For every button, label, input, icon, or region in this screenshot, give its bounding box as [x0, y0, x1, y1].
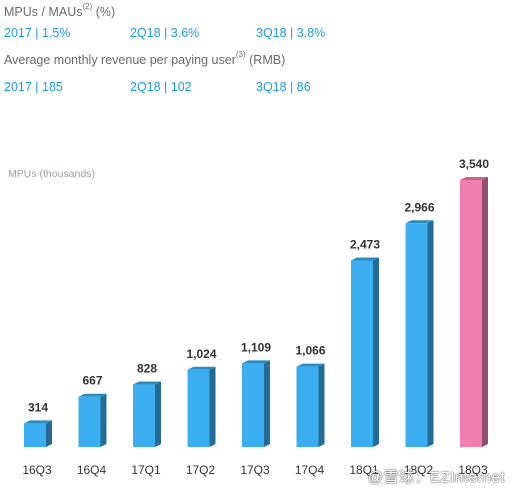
- metric2-footnote: (3): [235, 50, 246, 59]
- bar-17q1: [133, 384, 155, 447]
- metric1-unit: (%): [95, 5, 116, 19]
- data-label-18q3: 3,540: [459, 157, 489, 171]
- bar-top-16q3: [24, 420, 52, 424]
- x-tick-18q3: 18Q3: [458, 463, 488, 477]
- metric1-label: MPUs / MAUs: [4, 5, 83, 19]
- data-label-17q2: 1,024: [186, 347, 216, 361]
- data-label-17q1: 828: [137, 362, 157, 376]
- bar-top-16q4: [78, 393, 107, 397]
- data-label-16q3: 314: [28, 400, 48, 414]
- x-tick-17q3: 17Q3: [240, 463, 270, 477]
- metric1-footnote: (2): [82, 2, 93, 11]
- metric1-value-2017: 2017 | 1.5%: [4, 26, 71, 40]
- data-label-18q2: 2,966: [404, 200, 434, 214]
- metric2-label: Average monthly revenue per paying user: [4, 53, 236, 67]
- bar-16q3: [24, 423, 46, 447]
- metric2-value-2017: 2017 | 185: [4, 80, 63, 94]
- bar-18q2: [405, 223, 428, 447]
- metric2-value-2q18: 2Q18 | 102: [130, 80, 192, 94]
- bar-17q4: [296, 366, 319, 447]
- x-tick-17q1: 17Q1: [131, 463, 161, 477]
- y-axis-label: MPUs (thousands): [8, 168, 95, 180]
- metric1-value-2q18: 2Q18 | 3.6%: [130, 26, 200, 40]
- bar-side-16q3: [46, 420, 52, 447]
- bar-top-18q2: [405, 220, 434, 224]
- data-label-17q4: 1,066: [295, 344, 325, 358]
- metric2-value-3q18: 3Q18 | 86: [256, 80, 311, 94]
- data-label-18q1: 2,473: [350, 237, 380, 251]
- bar-side-16q4: [100, 393, 107, 447]
- watermark: @雪球：EZInternet: [367, 469, 505, 486]
- metric-arppu-label: Average monthly revenue per paying user(…: [4, 50, 286, 67]
- bar-top-18q3: [460, 177, 488, 180]
- bar-side-18q2: [427, 220, 434, 447]
- bar-side-17q2: [209, 366, 216, 447]
- bar-side-17q3: [264, 360, 270, 447]
- bar-side-17q1: [155, 381, 161, 447]
- bar-side-18q3: [482, 177, 488, 447]
- metric-mpu-mau-label: MPUs / MAUs(2) (%): [4, 2, 116, 19]
- bar-top-17q2: [187, 366, 216, 370]
- bar-17q3: [242, 363, 264, 447]
- bar-side-18q1: [373, 257, 379, 447]
- bar-top-17q4: [296, 363, 325, 367]
- x-tick-18q2: 18Q2: [404, 463, 434, 477]
- metric-arppu-values: 2017 | 185 2Q18 | 102 3Q18 | 86: [4, 80, 504, 96]
- bar-18q3: [460, 180, 482, 447]
- x-tick-16q4: 16Q4: [77, 463, 107, 477]
- bar-16q4: [78, 396, 101, 447]
- metric1-value-3q18: 3Q18 | 3.8%: [256, 26, 326, 40]
- metric2-unit: (RMB): [249, 53, 286, 67]
- data-label-17q3: 1,109: [241, 340, 271, 354]
- bar-top-18q1: [351, 257, 379, 261]
- x-tick-18q1: 18Q1: [349, 463, 379, 477]
- metric-mpu-mau-values: 2017 | 1.5% 2Q18 | 3.6% 3Q18 | 3.8%: [4, 26, 504, 42]
- bar-top-17q3: [242, 360, 270, 364]
- bar-18q1: [351, 260, 373, 447]
- data-label-16q4: 667: [82, 374, 102, 388]
- bar-17q2: [187, 369, 210, 447]
- bar-top-17q1: [133, 381, 161, 385]
- x-tick-16q3: 16Q3: [22, 463, 52, 477]
- x-tick-17q4: 17Q4: [295, 463, 325, 477]
- bar-side-17q4: [318, 363, 325, 447]
- x-tick-17q2: 17Q2: [186, 463, 216, 477]
